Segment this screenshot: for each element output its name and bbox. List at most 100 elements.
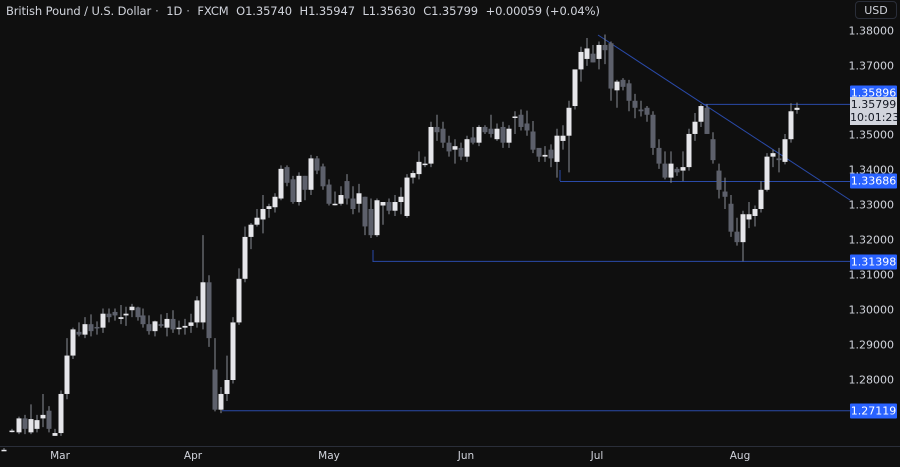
bullish-candle: [512, 116, 518, 119]
bearish-candle: [112, 311, 118, 316]
month-tick-label: Jul: [590, 450, 604, 462]
bearish-candle: [206, 282, 212, 339]
bearish-candle: [662, 163, 668, 178]
bullish-candle: [758, 189, 764, 209]
bearish-candle: [500, 126, 506, 143]
bearish-candle: [290, 179, 296, 203]
bullish-candle: [782, 139, 788, 162]
bearish-candle: [674, 168, 680, 173]
last-price-value: 1.35799: [850, 98, 897, 111]
bullish-candle: [416, 161, 422, 175]
bearish-candle: [620, 79, 626, 87]
bullish-candle: [64, 355, 70, 394]
bearish-candle: [524, 123, 530, 131]
bearish-candle: [470, 137, 476, 143]
bullish-candle: [70, 329, 76, 356]
bearish-candle: [212, 369, 218, 410]
interval-label[interactable]: 1D: [166, 4, 183, 18]
bullish-candle: [692, 121, 698, 134]
bullish-candle: [82, 324, 88, 335]
ohlc-high: H1.35947: [299, 4, 356, 18]
bullish-candle: [686, 133, 692, 168]
bar-countdown: 10:01:23: [850, 111, 900, 124]
bearish-candle: [46, 410, 52, 429]
bullish-candle: [746, 214, 752, 220]
bullish-candle: [698, 106, 704, 122]
bullish-candle: [542, 154, 548, 157]
bullish-candle: [230, 322, 236, 380]
price-tick-label: 1.31000: [848, 268, 895, 282]
bullish-candle: [100, 313, 106, 328]
bullish-candle: [464, 139, 470, 157]
currency-button[interactable]: USD: [855, 1, 897, 19]
bullish-candle: [123, 313, 129, 316]
bullish-candle: [428, 126, 434, 164]
bullish-candle: [224, 380, 230, 394]
bearish-candle: [362, 196, 368, 227]
month-tick-label: Aug: [729, 450, 751, 462]
bullish-candle: [16, 418, 22, 433]
bearish-candle: [518, 114, 524, 127]
bullish-candle: [566, 107, 572, 136]
bullish-candle: [572, 69, 578, 107]
bullish-candle: [278, 168, 284, 199]
month-tick-label: Jun: [457, 450, 475, 462]
bullish-candle: [392, 202, 398, 211]
bearish-candle: [710, 139, 716, 161]
bullish-candle: [164, 318, 170, 328]
bearish-candle: [284, 167, 290, 183]
month-tick-label: May: [318, 450, 340, 462]
bullish-candle: [596, 44, 602, 59]
price-tick-label: 1.35000: [848, 128, 895, 142]
bullish-candle: [740, 214, 746, 243]
bearish-candle: [135, 307, 141, 318]
bullish-candle: [182, 325, 188, 328]
bullish-candle: [476, 126, 482, 143]
bullish-candle: [188, 322, 194, 326]
bullish-candle: [752, 208, 758, 216]
bullish-candle: [58, 393, 64, 434]
bullish-candle: [272, 196, 278, 208]
bearish-candle: [22, 418, 28, 429]
source-label: FXCM: [197, 4, 229, 18]
bearish-candle: [656, 147, 662, 164]
bearish-candle: [446, 142, 452, 152]
bullish-candle: [260, 208, 266, 220]
bearish-candle: [314, 158, 320, 171]
bullish-candle: [788, 111, 794, 140]
bullish-candle: [422, 163, 428, 166]
bearish-candle: [140, 315, 146, 325]
bullish-candle: [332, 203, 338, 206]
price-axis[interactable]: 1.38000 1.37000 1.35000 1.34000 1.33000 1.320…: [845, 0, 900, 446]
bullish-candle: [584, 48, 590, 59]
bullish-candle: [410, 173, 416, 178]
bullish-candle: [248, 224, 254, 237]
bullish-candle: [236, 278, 242, 323]
price-tick-label: 1.37000: [848, 59, 895, 73]
bearish-candle: [88, 324, 94, 332]
price-tick-label: 1.38000: [848, 24, 895, 38]
level-price-label: 1.33686: [850, 173, 897, 189]
bullish-candle: [668, 163, 674, 178]
bearish-candle: [440, 128, 446, 143]
ohlc-close: C1.35799: [423, 4, 479, 18]
bullish-candle: [356, 193, 362, 204]
bearish-candle: [626, 83, 632, 101]
bearish-candle: [536, 147, 542, 157]
bullish-candle: [28, 419, 34, 433]
price-tick-label: 1.30000: [848, 303, 895, 317]
ohlc-change: +0.00059 (+0.04%): [485, 4, 600, 18]
bullish-candle: [40, 414, 46, 419]
bearish-candle: [590, 53, 596, 63]
bullish-candle: [52, 433, 58, 436]
bearish-candle: [320, 166, 326, 187]
bullish-candle: [494, 128, 500, 140]
bullish-candle: [578, 51, 584, 70]
level-price-label: 1.27119: [850, 403, 897, 419]
trendline: [597, 34, 851, 201]
time-axis[interactable]: Mar Apr May Jun Jul Aug: [0, 446, 900, 467]
bullish-candle: [614, 81, 620, 91]
price-tick-label: 1.32000: [848, 233, 895, 247]
